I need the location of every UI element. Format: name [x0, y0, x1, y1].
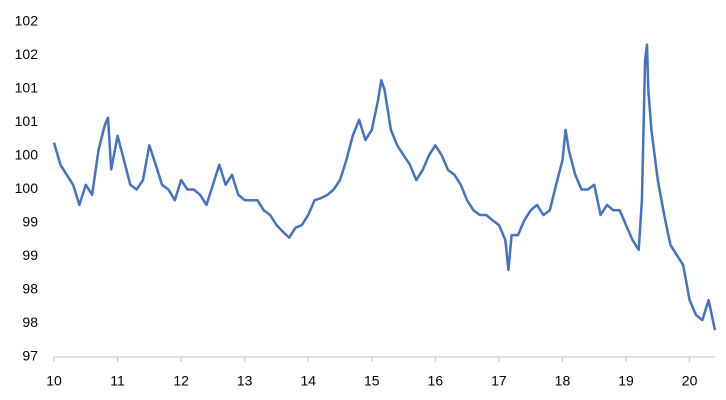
x-tick-label: 14	[300, 373, 316, 389]
y-tick-label: 97	[22, 348, 38, 364]
y-tick-label: 100	[15, 180, 39, 196]
y-tick-label: 100	[15, 147, 39, 163]
y-tick-label: 101	[15, 113, 39, 129]
x-tick-label: 19	[618, 373, 634, 389]
y-tick-label: 98	[22, 314, 38, 330]
x-tick-label: 11	[110, 373, 125, 389]
y-tick-label: 102	[15, 46, 39, 62]
x-tick-label: 13	[237, 373, 253, 389]
y-tick-label: 99	[22, 214, 38, 230]
x-tick-label: 20	[682, 373, 698, 389]
x-tick-label: 15	[364, 373, 380, 389]
x-tick-label: 18	[555, 373, 571, 389]
y-tick-label: 98	[22, 281, 38, 297]
y-tick-label: 101	[15, 80, 39, 96]
x-tick-label: 16	[428, 373, 444, 389]
line-series	[52, 43, 717, 331]
y-tick-label: 99	[22, 247, 38, 263]
x-tick-label: 10	[46, 373, 62, 389]
x-tick-label: 17	[491, 373, 507, 389]
y-tick-label: 102	[15, 13, 39, 29]
x-tick-label: 12	[173, 373, 189, 389]
